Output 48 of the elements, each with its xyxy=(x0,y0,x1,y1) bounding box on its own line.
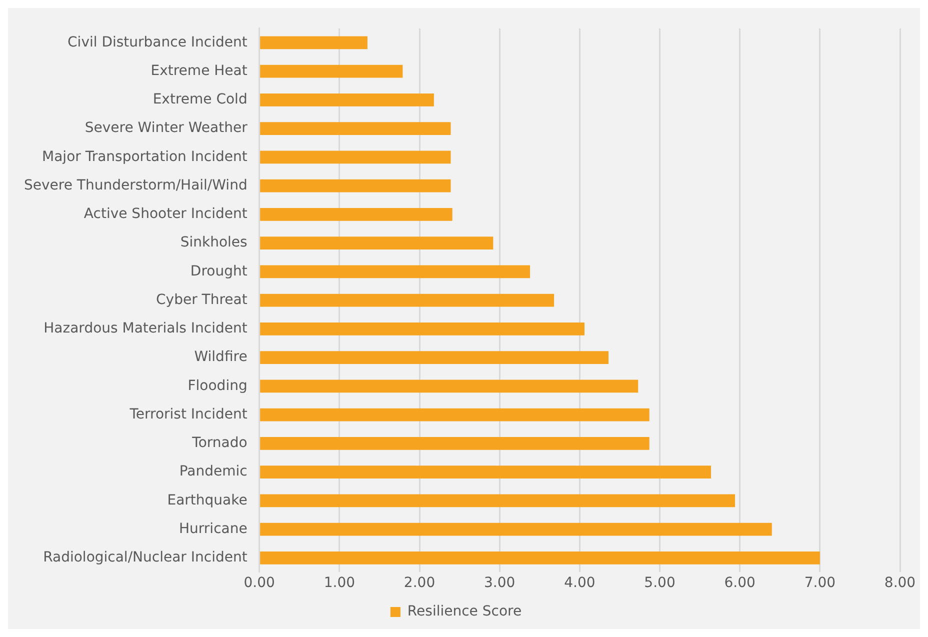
bar xyxy=(260,408,650,422)
y-tick-label: Radiological/Nuclear Incident xyxy=(43,550,248,566)
bar xyxy=(260,208,452,221)
y-tick-label: Wildfire xyxy=(194,349,248,366)
y-tick-label: Extreme Heat xyxy=(150,62,248,79)
y-tick-label: Extreme Cold xyxy=(152,92,248,108)
y-tick-label: Severe Thunderstorm/Hail/Wind xyxy=(24,177,248,194)
y-tick-label: Cyber Threat xyxy=(156,292,248,308)
bar xyxy=(260,36,368,50)
y-tick-label: Drought xyxy=(190,263,248,280)
y-tick-label: Pandemic xyxy=(179,464,248,480)
y-tick-label: Hurricane xyxy=(179,520,248,537)
y-tick-label: Civil Disturbance Incident xyxy=(68,34,248,50)
y-tick-label: Flooding xyxy=(188,378,248,394)
bar xyxy=(260,551,820,564)
bar xyxy=(260,522,772,536)
bar xyxy=(260,150,451,164)
bar xyxy=(260,294,554,307)
x-tick-label: 6.00 xyxy=(724,575,756,592)
x-tick-label: 2.00 xyxy=(404,575,436,592)
bar xyxy=(260,179,451,192)
bar xyxy=(260,122,451,136)
y-tick-label: Major Transportation Incident xyxy=(42,148,248,165)
y-tick-label: Sinkholes xyxy=(180,234,248,251)
y-tick-label: Hazardous Materials Incident xyxy=(44,320,248,337)
x-tick-label: 8.00 xyxy=(884,575,916,592)
x-tick-label: 0.00 xyxy=(244,575,275,592)
legend-label: Resilience Score xyxy=(407,604,522,620)
x-tick-label: 5.00 xyxy=(644,575,676,592)
bar xyxy=(260,351,608,364)
x-tick-label: 4.00 xyxy=(564,575,596,592)
y-tick-label: Earthquake xyxy=(167,492,248,508)
y-tick-label: Tornado xyxy=(191,435,248,452)
y-tick-label: Terrorist Incident xyxy=(128,406,248,422)
bar xyxy=(260,436,650,450)
bar xyxy=(260,380,638,393)
bar xyxy=(260,322,584,336)
x-tick-label: 7.00 xyxy=(804,575,836,592)
x-tick-label: 1.00 xyxy=(324,575,356,592)
bar xyxy=(260,466,712,478)
x-tick-label: 3.00 xyxy=(484,575,516,592)
bar xyxy=(260,236,494,250)
bar xyxy=(260,94,434,106)
bar xyxy=(260,265,530,278)
bar xyxy=(260,494,736,508)
y-tick-label: Active Shooter Incident xyxy=(84,206,248,222)
bar xyxy=(260,64,403,78)
y-tick-label: Severe Winter Weather xyxy=(84,120,248,136)
